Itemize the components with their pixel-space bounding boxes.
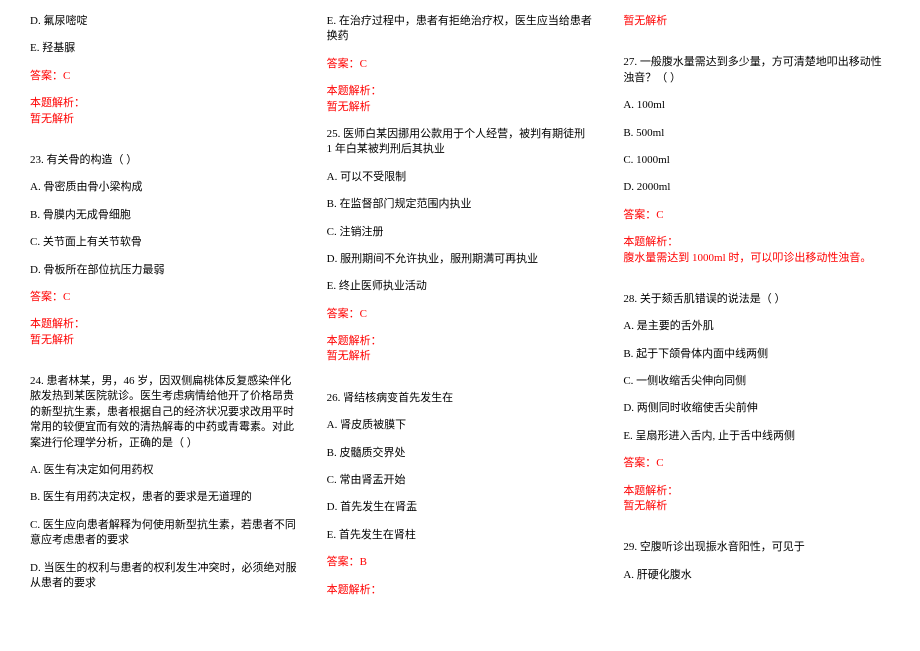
spacer bbox=[623, 526, 890, 540]
question: 25. 医师白某因挪用公款用于个人经营，被判有期徒刑 1 年白某被判刑后其执业 bbox=[327, 127, 594, 158]
question: 26. 肾结核病变首先发生在 bbox=[327, 391, 594, 406]
option: B. 骨膜内无成骨细胞 bbox=[30, 208, 297, 223]
option: B. 起于下颌骨体内面中线两侧 bbox=[623, 347, 890, 362]
answer: 答案：C bbox=[623, 208, 890, 223]
explanation-text: 暂无解析 bbox=[623, 14, 890, 29]
exam-page: D. 氟尿嘧啶 E. 羟基脲 答案：C 本题解析： 暂无解析 23. 有关骨的构… bbox=[0, 0, 920, 623]
explanation-label: 本题解析： bbox=[327, 334, 594, 349]
explanation-label: 本题解析： bbox=[623, 484, 890, 499]
option: D. 服刑期间不允许执业，服刑期满可再执业 bbox=[327, 252, 594, 267]
option: D. 当医生的权利与患者的权利发生冲突时，必须绝对服从患者的要求 bbox=[30, 561, 297, 592]
option: C. 一侧收缩舌尖伸向同侧 bbox=[623, 374, 890, 389]
explanation-text: 暂无解析 bbox=[30, 112, 297, 127]
option: C. 关节面上有关节软骨 bbox=[30, 235, 297, 250]
option: B. 在监督部门规定范围内执业 bbox=[327, 197, 594, 212]
option: C. 1000ml bbox=[623, 153, 890, 168]
question: 23. 有关骨的构造（ ） bbox=[30, 153, 297, 168]
option: B. 500ml bbox=[623, 126, 890, 141]
option: A. 肝硬化腹水 bbox=[623, 568, 890, 583]
option: D. 氟尿嘧啶 bbox=[30, 14, 297, 29]
option: E. 呈扇形进入舌内, 止于舌中线两侧 bbox=[623, 429, 890, 444]
answer: 答案：C bbox=[327, 57, 594, 72]
explanation-text: 暂无解析 bbox=[30, 333, 297, 348]
question: 29. 空腹听诊出现振水音阳性，可见于 bbox=[623, 540, 890, 555]
explanation-label: 本题解析： bbox=[327, 84, 594, 99]
option: E. 羟基脲 bbox=[30, 41, 297, 56]
option: C. 注销注册 bbox=[327, 225, 594, 240]
option: A. 肾皮质被膜下 bbox=[327, 418, 594, 433]
answer: 答案：B bbox=[327, 555, 594, 570]
answer: 答案：C bbox=[30, 290, 297, 305]
option: E. 首先发生在肾柱 bbox=[327, 528, 594, 543]
option: C. 常由肾盂开始 bbox=[327, 473, 594, 488]
answer: 答案：C bbox=[327, 307, 594, 322]
explanation-label: 本题解析： bbox=[30, 96, 297, 111]
explanation-label: 本题解析： bbox=[30, 317, 297, 332]
explanation-text: 暂无解析 bbox=[327, 100, 594, 115]
option: A. 医生有决定如何用药权 bbox=[30, 463, 297, 478]
option: E. 在治疗过程中，患者有拒绝治疗权，医生应当给患者换药 bbox=[327, 14, 594, 45]
option: B. 皮髓质交界处 bbox=[327, 446, 594, 461]
explanation-text: 暂无解析 bbox=[327, 349, 594, 364]
option: C. 医生应向患者解释为何使用新型抗生素，若患者不同意应考虑患者的要求 bbox=[30, 518, 297, 549]
spacer bbox=[327, 377, 594, 391]
explanation-label: 本题解析： bbox=[623, 235, 890, 250]
answer: 答案：C bbox=[623, 456, 890, 471]
option: A. 骨密质由骨小梁构成 bbox=[30, 180, 297, 195]
question: 24. 患者林某，男，46 岁，因双侧扁桃体反复感染伴化脓发热到某医院就诊。医生… bbox=[30, 374, 297, 451]
option: A. 可以不受限制 bbox=[327, 170, 594, 185]
option: D. 骨板所在部位抗压力最弱 bbox=[30, 263, 297, 278]
question: 28. 关于颏舌肌错误的说法是（ ） bbox=[623, 292, 890, 307]
option: A. 100ml bbox=[623, 98, 890, 113]
option: E. 终止医师执业活动 bbox=[327, 279, 594, 294]
option: D. 首先发生在肾盂 bbox=[327, 500, 594, 515]
spacer bbox=[623, 41, 890, 55]
option: B. 医生有用药决定权，患者的要求是无道理的 bbox=[30, 490, 297, 505]
spacer bbox=[30, 139, 297, 153]
answer: 答案：C bbox=[30, 69, 297, 84]
option: D. 2000ml bbox=[623, 180, 890, 195]
option: A. 是主要的舌外肌 bbox=[623, 319, 890, 334]
spacer bbox=[30, 360, 297, 374]
explanation-label: 本题解析： bbox=[327, 583, 594, 598]
explanation-text: 暂无解析 bbox=[623, 499, 890, 514]
question: 27. 一般腹水量需达到多少量，方可清楚地叩出移动性浊音？（ ） bbox=[623, 55, 890, 86]
option: D. 两侧同时收缩使舌尖前伸 bbox=[623, 401, 890, 416]
explanation-text: 腹水量需达到 1000ml 时，可以叩诊出移动性浊音。 bbox=[623, 251, 890, 266]
spacer bbox=[623, 278, 890, 292]
